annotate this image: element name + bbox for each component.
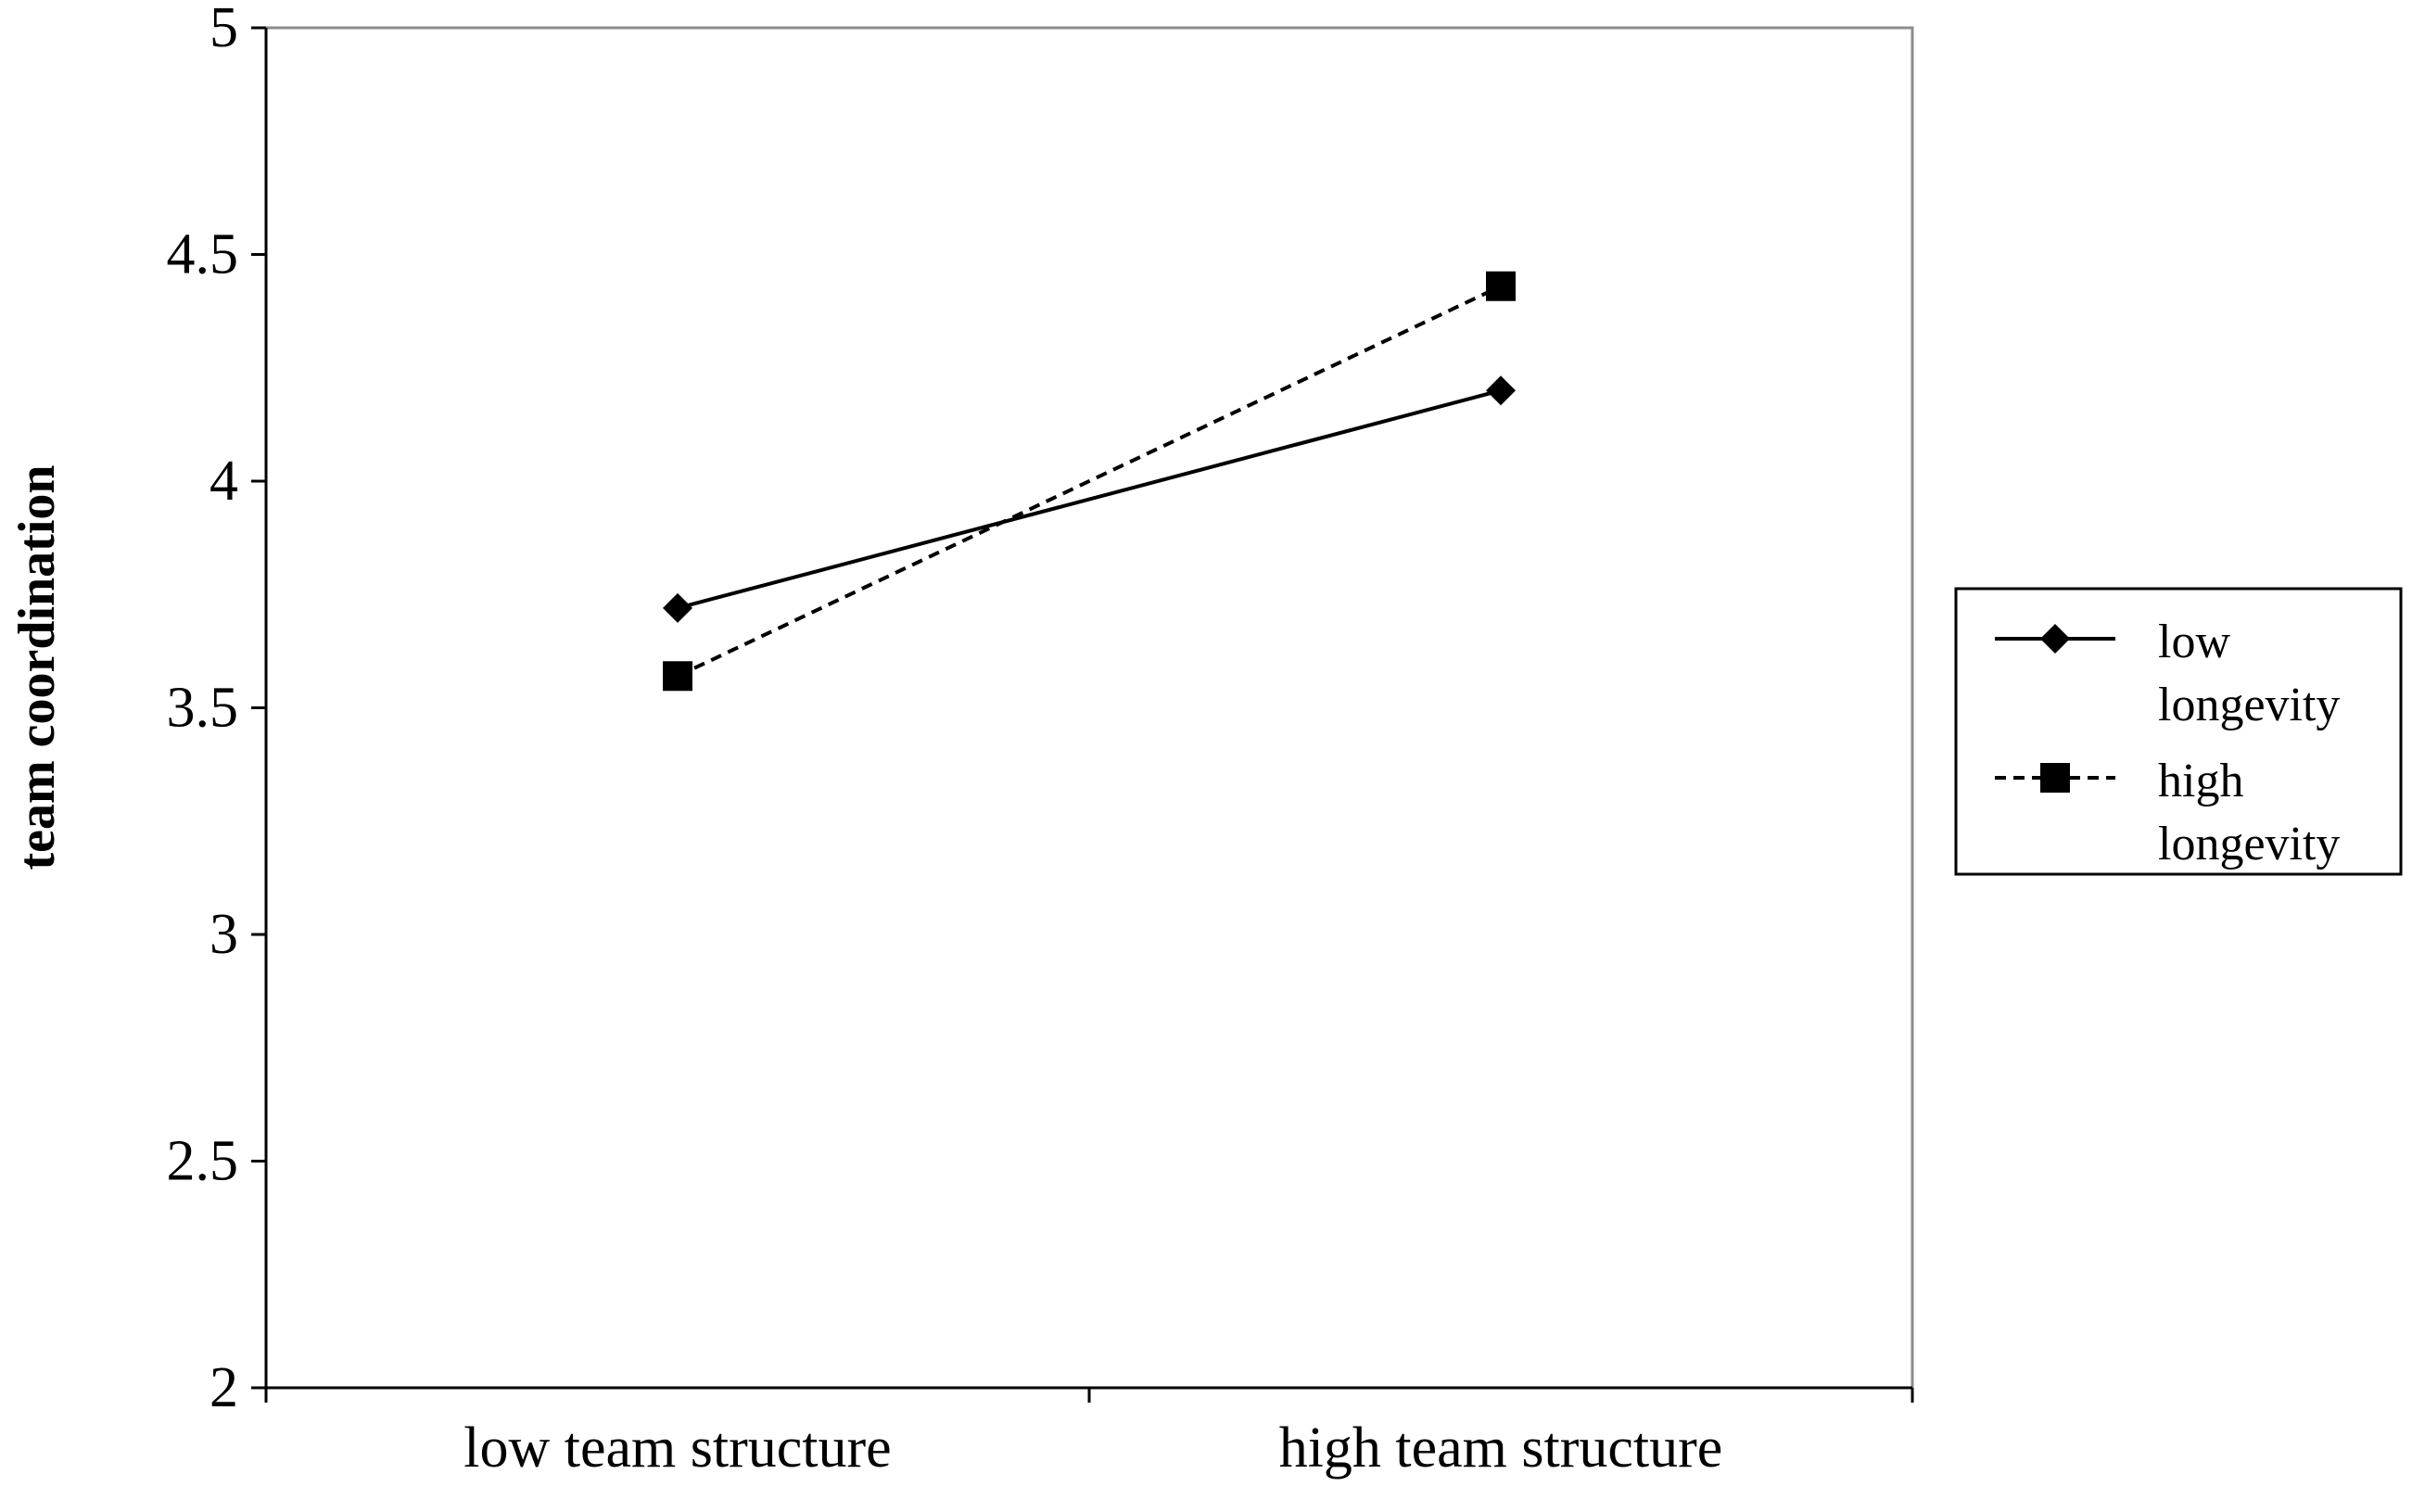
x-tick-label: high team structure [1279,1417,1723,1480]
diamond-marker [2040,624,2070,654]
y-tick-label: 3 [209,903,238,966]
x-tick-label: low team structure [463,1417,891,1480]
y-tick-label: 2.5 [167,1130,239,1193]
series-layer [663,271,1516,692]
legend-box [1954,587,2403,876]
plot-frame [264,26,1914,1390]
square-marker [1486,271,1516,301]
legend: low longevity high longevity [1954,587,2403,876]
legend-label: longevity [2158,679,2340,731]
series-low-longevity [663,375,1516,623]
legend-label: longevity [2158,818,2340,870]
legend-label: low [2158,616,2230,668]
y-tick-label: 4.5 [167,223,239,286]
square-marker [2040,763,2070,793]
y-tick-label: 3.5 [167,677,239,740]
diamond-marker [663,592,692,623]
square-marker [663,661,692,692]
legend-label: high [2158,755,2243,807]
series-line [677,284,1502,679]
y-axis: 2 2.5 3 3.5 4 4.5 5 [167,0,266,1419]
y-tick-label: 2 [209,1356,238,1419]
diamond-marker [1486,375,1516,406]
plot-area-border [264,26,1914,1390]
x-axis: low team structure high team structure [264,1388,1914,1480]
y-tick-label: 4 [209,450,238,513]
y-tick-label: 5 [209,0,238,59]
series-line [677,388,1502,610]
y-axis-title: team coordination [8,464,66,870]
series-high-longevity [663,271,1516,692]
